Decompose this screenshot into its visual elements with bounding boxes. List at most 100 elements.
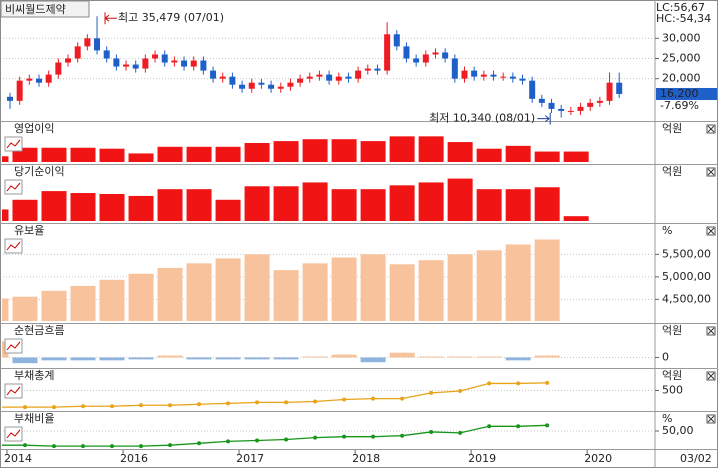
panel-icon xyxy=(4,338,23,354)
bar xyxy=(273,141,299,162)
panel-title: 부채비율 xyxy=(14,412,54,425)
bar xyxy=(360,357,386,363)
point xyxy=(429,429,434,434)
point xyxy=(284,437,289,442)
y-tick-label: 0 xyxy=(662,350,669,363)
bar xyxy=(418,260,444,321)
panel-icon xyxy=(4,238,23,254)
bar xyxy=(41,191,67,221)
point xyxy=(51,405,56,410)
unit-label: % xyxy=(662,224,672,237)
bar xyxy=(215,357,241,360)
x-tick-label: 2016 xyxy=(120,452,148,465)
point xyxy=(81,444,86,449)
candle-body xyxy=(519,78,526,81)
point xyxy=(458,389,463,394)
bar xyxy=(186,146,212,162)
y-tick-label: 30,000 xyxy=(662,31,701,44)
bar xyxy=(476,250,502,321)
unit-label: 억원 xyxy=(662,324,682,337)
icon-box xyxy=(4,338,23,354)
point xyxy=(516,424,521,429)
bar xyxy=(41,357,67,361)
candle-body xyxy=(461,70,468,79)
bar xyxy=(12,296,38,321)
point xyxy=(458,430,463,435)
icon-box xyxy=(4,179,23,195)
candle-body xyxy=(364,68,371,71)
bar xyxy=(505,189,531,221)
candle-body xyxy=(403,46,410,59)
point xyxy=(516,381,521,386)
title-box xyxy=(0,0,90,18)
bar xyxy=(476,148,502,162)
bar xyxy=(476,356,502,358)
plot-area xyxy=(2,16,653,449)
close-button[interactable] xyxy=(706,414,716,424)
point xyxy=(197,441,202,446)
bar xyxy=(157,189,183,221)
line xyxy=(2,424,548,447)
candle-body xyxy=(65,58,72,63)
bar xyxy=(418,182,444,221)
candle-body xyxy=(606,82,613,101)
candle-body xyxy=(596,100,603,103)
close-button[interactable] xyxy=(706,167,716,177)
point xyxy=(284,400,289,405)
bar xyxy=(70,193,96,221)
point xyxy=(255,438,260,443)
point xyxy=(110,444,115,449)
candle-body xyxy=(132,64,139,69)
panel-title: 부채총계 xyxy=(14,369,54,382)
close-x xyxy=(707,372,715,380)
candle-body xyxy=(548,102,555,109)
unit-label: 억원 xyxy=(662,369,682,382)
candle-body xyxy=(219,76,226,79)
candle-body xyxy=(45,74,52,83)
candle-body xyxy=(123,64,130,67)
candle-body xyxy=(103,50,110,59)
close-button[interactable] xyxy=(706,124,716,134)
bar xyxy=(302,182,328,221)
point xyxy=(139,403,144,408)
bar xyxy=(302,356,328,358)
bar xyxy=(157,355,183,358)
point xyxy=(342,434,347,439)
point xyxy=(545,423,550,428)
close-x xyxy=(707,327,715,335)
bar xyxy=(273,357,299,360)
candle-body xyxy=(16,80,23,101)
point xyxy=(342,397,347,402)
close-button[interactable] xyxy=(706,326,716,336)
candle-body xyxy=(422,54,429,63)
unit-label: % xyxy=(662,412,672,425)
bar xyxy=(447,178,473,221)
candle-body xyxy=(587,102,594,107)
icon-line xyxy=(6,429,21,439)
bar xyxy=(331,189,357,221)
bar xyxy=(215,258,241,321)
candle-body xyxy=(74,46,81,59)
candle-body xyxy=(374,68,381,71)
candle-body xyxy=(268,84,275,89)
point xyxy=(168,403,173,408)
bar xyxy=(505,145,531,162)
bar xyxy=(70,285,96,321)
icon-line xyxy=(6,139,21,149)
bar xyxy=(447,142,473,162)
high-label: 최고 35,479 (07/01) xyxy=(118,11,224,24)
y-tick-label: 5,000,00 xyxy=(662,270,711,283)
candle-body xyxy=(432,52,439,55)
close-button[interactable] xyxy=(706,226,716,236)
candle-body xyxy=(171,60,178,63)
close-button[interactable] xyxy=(706,371,716,381)
point xyxy=(197,402,202,407)
candle-body xyxy=(258,82,265,85)
bar xyxy=(505,244,531,321)
y-tick-label: 4,500,00 xyxy=(662,292,711,305)
point xyxy=(226,401,231,406)
icon-line xyxy=(6,241,21,251)
bar xyxy=(389,264,415,321)
bar xyxy=(70,357,96,361)
bar xyxy=(215,199,241,221)
